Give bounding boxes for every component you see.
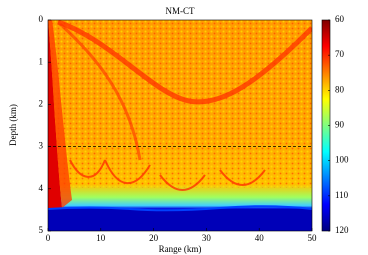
colorbar-tick-label: 110	[335, 190, 349, 200]
colorbar-tick-label: 60	[335, 14, 345, 24]
y-axis-label: Depth (km)	[8, 104, 18, 146]
y-tick-label: 5	[39, 225, 44, 235]
x-tick-label: 40	[255, 233, 265, 243]
x-tick-label: 50	[308, 233, 318, 243]
x-tick-label: 10	[96, 233, 106, 243]
colorbar-tick-label: 90	[335, 120, 345, 130]
y-tick-label: 1	[39, 56, 44, 66]
colorbar-tick-label: 120	[335, 225, 349, 235]
colorbar-tick-label: 100	[335, 155, 349, 165]
y-tick-label: 3	[39, 141, 44, 151]
colorbar-tick-label: 70	[335, 49, 345, 59]
heatmap-field	[48, 20, 312, 231]
chart-title: NM-CT	[166, 6, 196, 16]
x-axis-label: Range (km)	[159, 244, 202, 254]
plot-frame	[47, 19, 313, 232]
y-tick-label: 2	[39, 98, 44, 108]
x-tick-label: 30	[202, 233, 212, 243]
x-tick-label: 20	[149, 233, 159, 243]
y-tick-label: 4	[39, 183, 44, 193]
y-tick-label: 0	[39, 14, 44, 24]
x-tick-label: 0	[46, 233, 51, 243]
colorbar-tick-label: 80	[335, 84, 345, 94]
